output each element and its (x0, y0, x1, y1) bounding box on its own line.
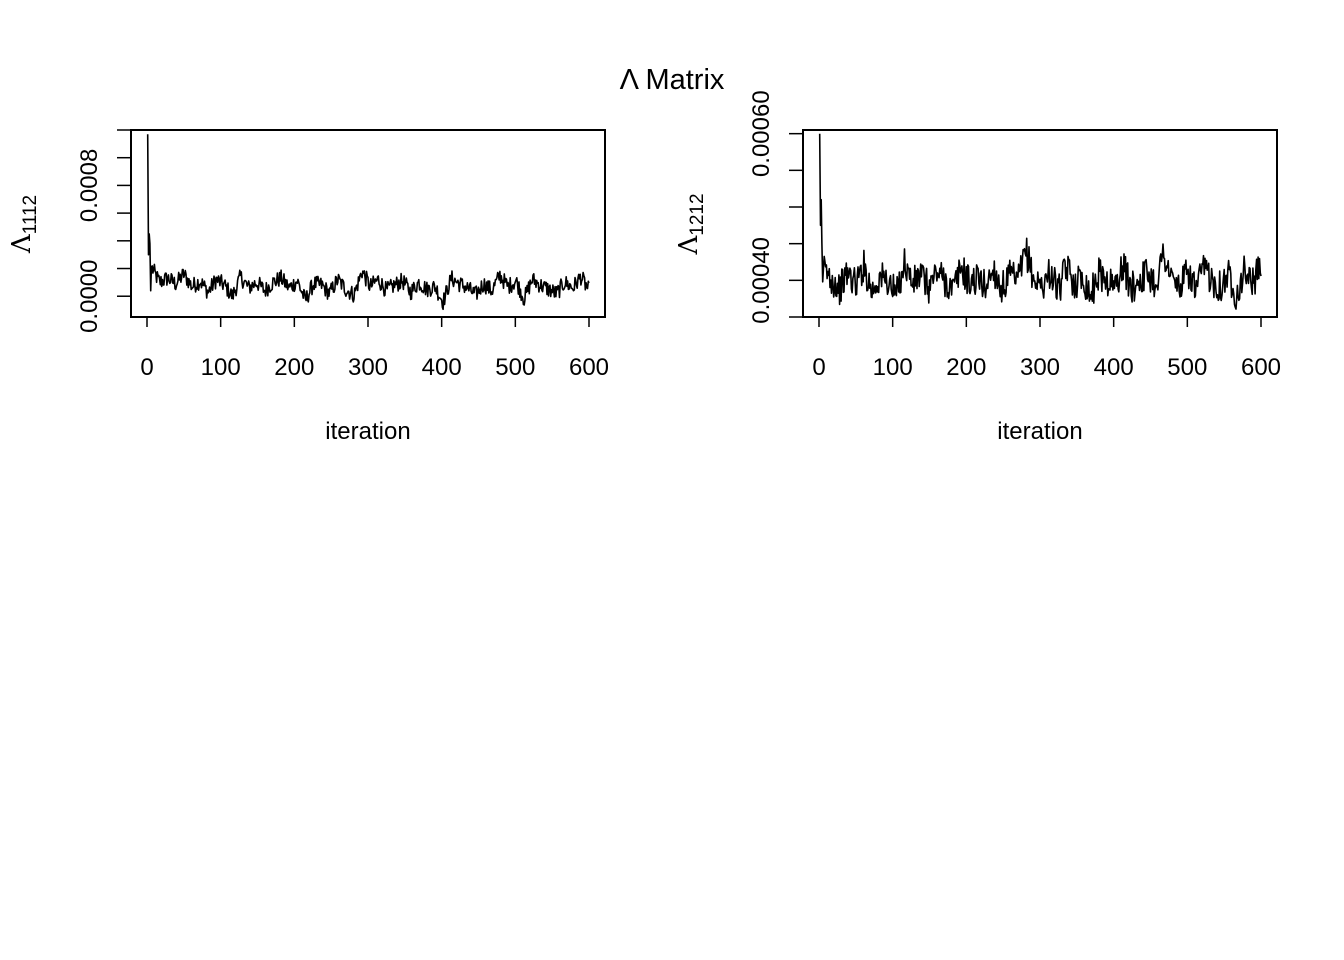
y-axis-title-subscript: 1112 (20, 195, 41, 234)
x-tick-label: 600 (569, 354, 609, 381)
figure-title: Λ Matrix (620, 64, 725, 96)
x-axis-title: iteration (997, 418, 1082, 445)
x-tick-label: 100 (873, 354, 913, 381)
y-tick-label: 0.00060 (748, 90, 775, 177)
y-tick-label: 0.00040 (748, 237, 775, 324)
y-axis-title-symbol: Λ (7, 233, 37, 254)
y-axis-title-subscript: 1212 (687, 193, 708, 235)
x-tick-label: 0 (812, 354, 825, 381)
trace-plot-lambda-1112: 0.0000 0.0008 0 100 200 300 400 500 600 iterati… (7, 129, 609, 445)
y-axis-title-symbol: Λ (674, 235, 704, 256)
trace-plot-lambda-1212: 0.00040 0.00060 0 100 200 300 400 500 600 itera… (674, 90, 1281, 445)
x-tick-label: 200 (274, 354, 314, 381)
x-tick-label: 400 (1094, 354, 1134, 381)
x-tick-label: 0 (140, 354, 153, 381)
y-axis: 0.0000 0.0008 (76, 129, 131, 333)
y-tick-label: 0.0000 (76, 260, 103, 333)
x-tick-label: 600 (1241, 354, 1281, 381)
x-tick-label: 300 (1020, 354, 1060, 381)
x-tick-label: 500 (495, 354, 535, 381)
y-axis-title: Λ1212 (674, 193, 708, 255)
x-tick-label: 300 (348, 354, 388, 381)
x-axis-title: iteration (325, 418, 410, 445)
svg-text:Λ1212: Λ1212 (674, 193, 708, 255)
series-line (146, 134, 590, 311)
x-axis: 0 100 200 300 400 500 600 (140, 317, 609, 381)
x-tick-label: 500 (1167, 354, 1207, 381)
x-tick-label: 400 (422, 354, 462, 381)
x-axis: 0 100 200 300 400 500 600 (812, 317, 1281, 381)
series-line (818, 133, 1262, 310)
y-axis-title: Λ1112 (7, 195, 41, 254)
y-axis: 0.00040 0.00060 (748, 90, 803, 324)
svg-text:Λ1112: Λ1112 (7, 195, 41, 254)
y-tick-label: 0.0008 (76, 149, 103, 222)
x-tick-label: 200 (946, 354, 986, 381)
plot-frame (130, 129, 606, 318)
x-tick-label: 100 (201, 354, 241, 381)
